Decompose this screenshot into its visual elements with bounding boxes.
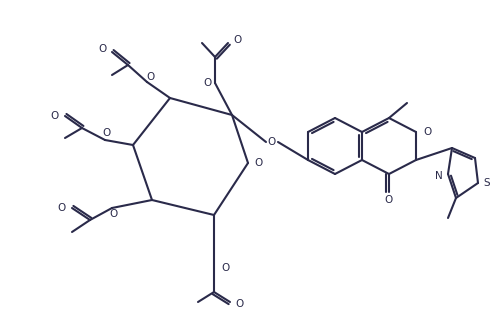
Text: O: O	[385, 195, 393, 205]
Text: O: O	[268, 137, 276, 147]
Text: O: O	[103, 128, 111, 138]
Text: O: O	[204, 78, 212, 88]
Text: O: O	[99, 44, 107, 54]
Text: N: N	[435, 171, 443, 181]
Text: S: S	[483, 178, 489, 188]
Text: O: O	[147, 72, 155, 82]
Text: O: O	[221, 263, 229, 273]
Text: O: O	[110, 209, 118, 219]
Text: O: O	[233, 35, 241, 45]
Text: O: O	[58, 203, 66, 213]
Text: O: O	[235, 299, 243, 309]
Text: O: O	[423, 127, 431, 137]
Text: O: O	[51, 111, 59, 121]
Text: O: O	[254, 158, 262, 168]
